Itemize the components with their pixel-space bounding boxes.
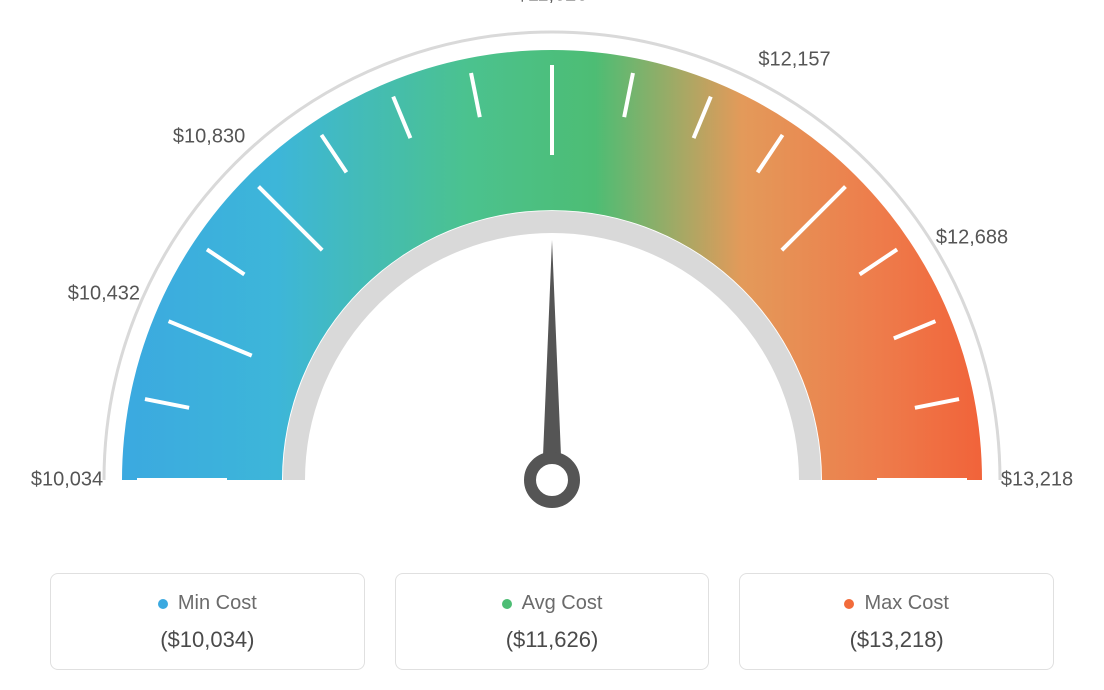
min-cost-value: ($10,034) xyxy=(61,627,354,653)
max-cost-label-row: Max Cost xyxy=(844,592,948,615)
max-cost-card: Max Cost ($13,218) xyxy=(739,573,1054,670)
gauge-chart: $10,034 $10,432 $10,830 $11,626 $12,157 $12,6… xyxy=(0,0,1104,540)
cost-gauge-widget: $10,034 $10,432 $10,830 $11,626 $12,157 $12,6… xyxy=(0,0,1104,690)
gauge-svg xyxy=(0,0,1104,560)
avg-cost-value: ($11,626) xyxy=(406,627,699,653)
gauge-needle xyxy=(542,240,562,480)
avg-cost-label: Avg Cost xyxy=(522,592,603,615)
gauge-hub xyxy=(530,458,574,502)
gauge-scale-label: $10,432 xyxy=(68,283,140,306)
min-cost-label: Min Cost xyxy=(178,592,257,615)
min-cost-card: Min Cost ($10,034) xyxy=(50,573,365,670)
max-cost-label: Max Cost xyxy=(864,592,948,615)
gauge-scale-label: $10,830 xyxy=(173,126,245,149)
gauge-scale-label: $11,626 xyxy=(517,0,588,7)
summary-cards: Min Cost ($10,034) Avg Cost ($11,626) Ma… xyxy=(50,573,1054,670)
avg-dot-icon xyxy=(502,599,512,609)
min-dot-icon xyxy=(158,599,168,609)
max-cost-value: ($13,218) xyxy=(750,627,1043,653)
min-cost-label-row: Min Cost xyxy=(158,592,257,615)
gauge-scale-label: $12,688 xyxy=(936,226,1008,249)
gauge-scale-label: $12,157 xyxy=(758,48,830,71)
avg-cost-label-row: Avg Cost xyxy=(502,592,603,615)
gauge-scale-label: $10,034 xyxy=(31,469,103,492)
gauge-scale-label: $13,218 xyxy=(1001,469,1073,492)
max-dot-icon xyxy=(844,599,854,609)
avg-cost-card: Avg Cost ($11,626) xyxy=(395,573,710,670)
